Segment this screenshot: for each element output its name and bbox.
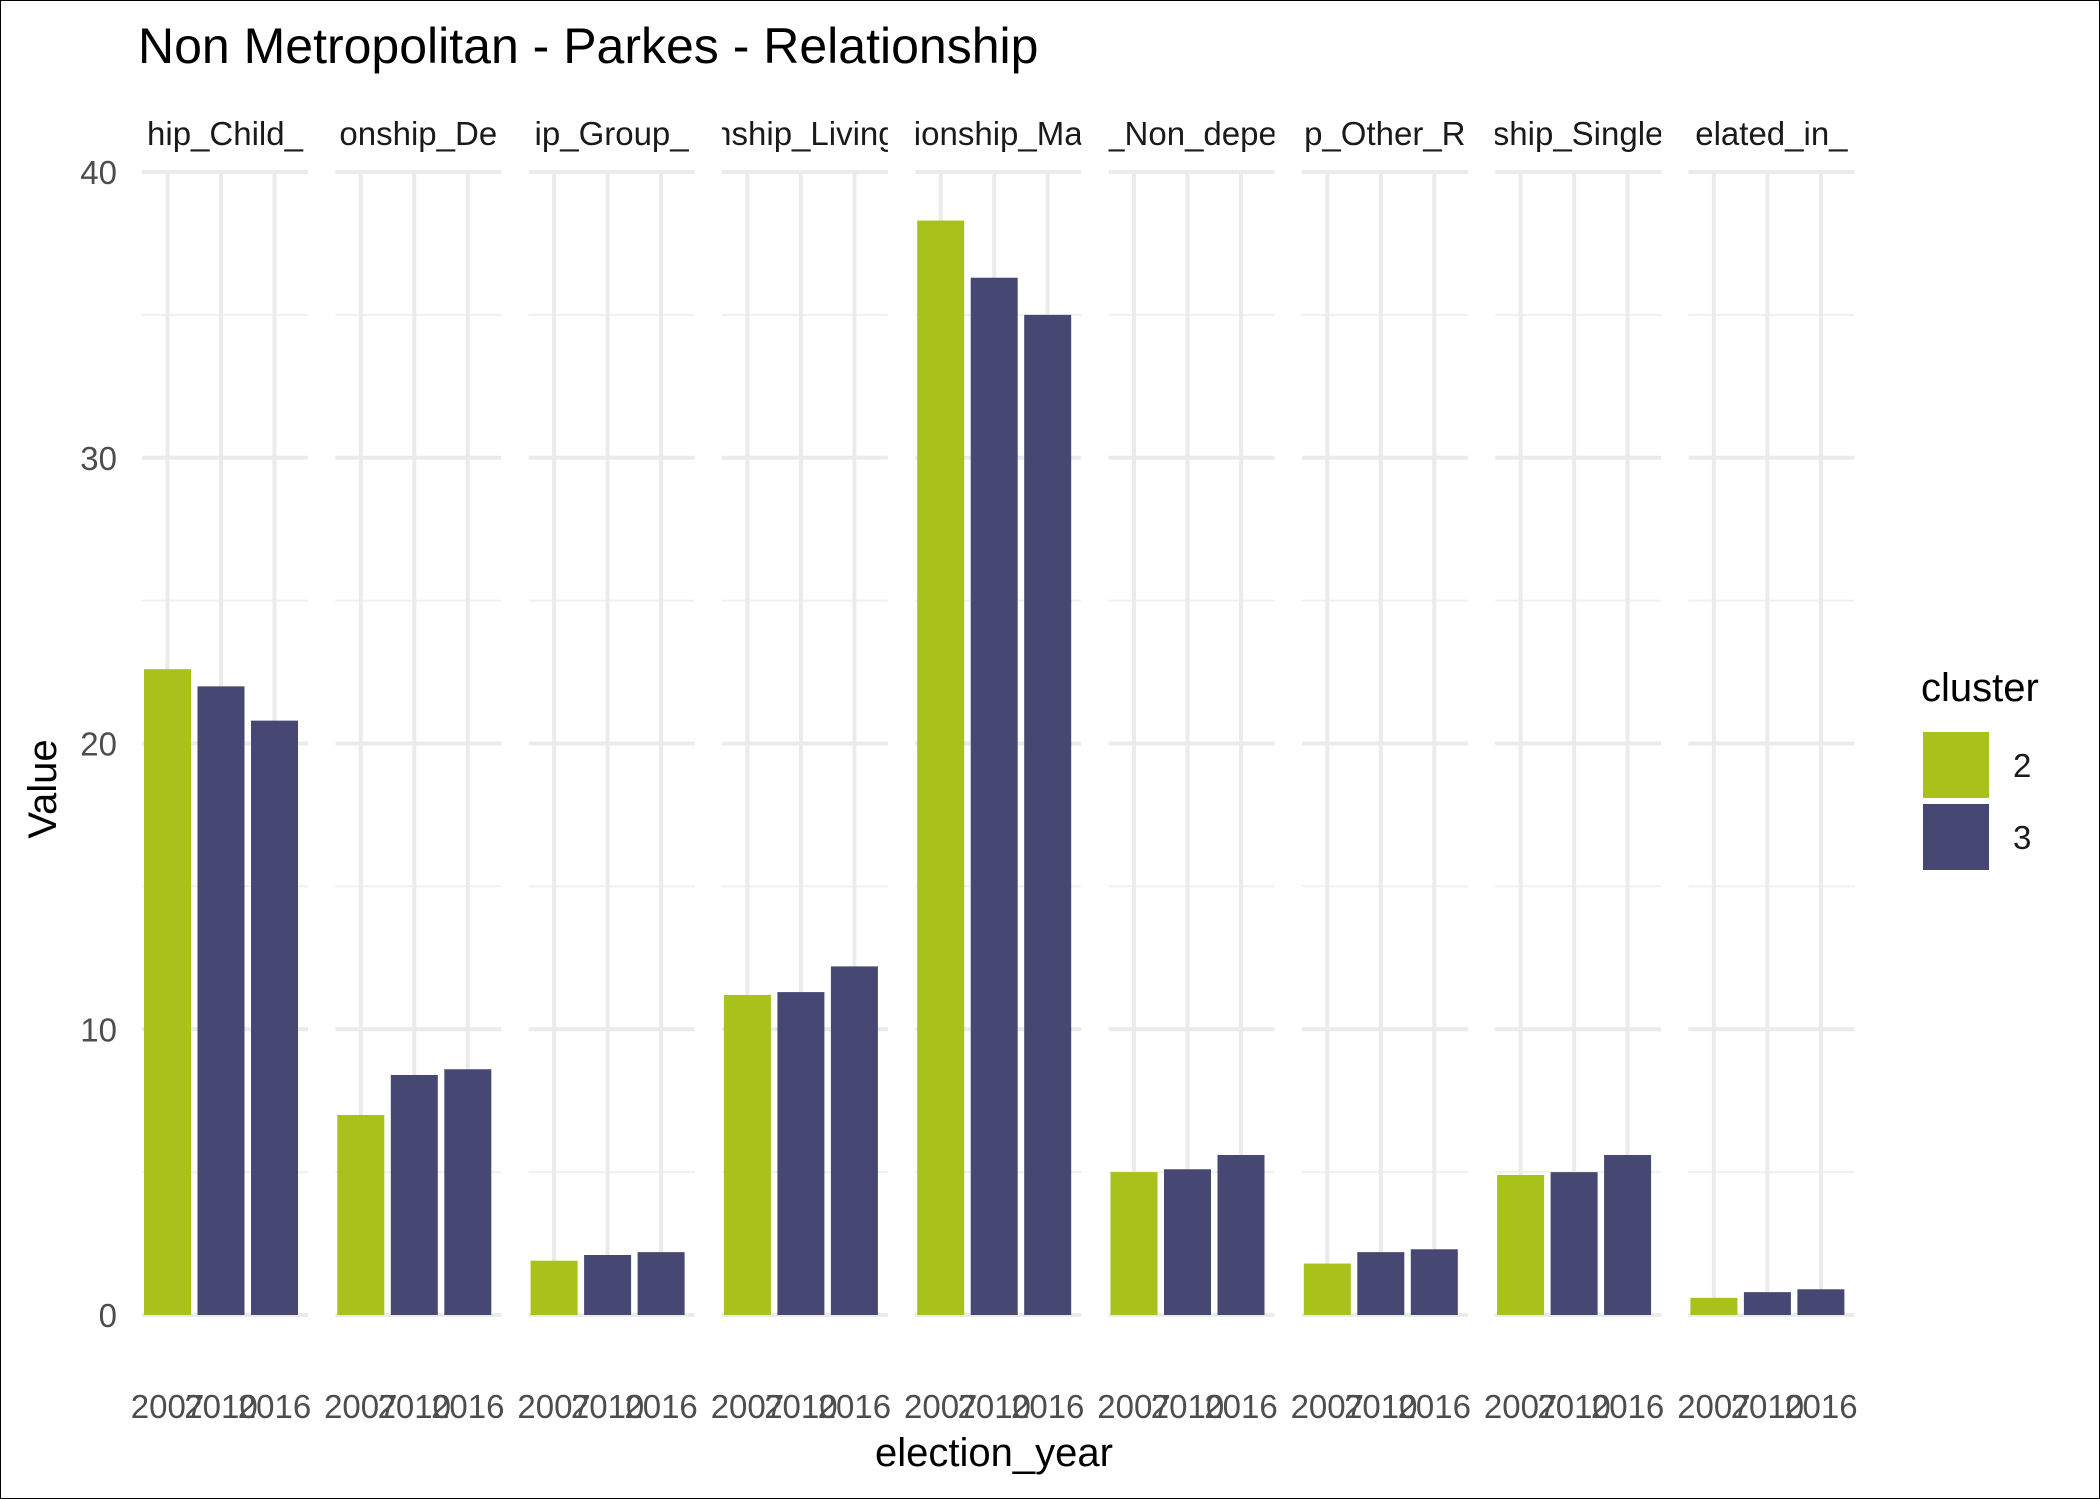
- legend-title: cluster: [1921, 666, 2039, 710]
- legend-label: 2: [2013, 747, 2031, 784]
- bar: [970, 277, 1018, 1315]
- facet-strip-label: nship_Living: [713, 115, 896, 152]
- y-tick-label: 40: [80, 154, 117, 191]
- bar: [830, 966, 878, 1315]
- x-tick-label: 2016: [1591, 1388, 1664, 1425]
- bar: [1604, 1154, 1652, 1315]
- bar: [1690, 1297, 1738, 1315]
- bar: [1743, 1292, 1791, 1315]
- x-tick-label: 2010: [957, 1388, 1030, 1425]
- x-tick-label: 2016: [1011, 1388, 1084, 1425]
- x-tick-label: 2010: [571, 1388, 644, 1425]
- facet-strip-label: ip_Group_: [535, 115, 690, 152]
- bar: [1410, 1249, 1458, 1315]
- x-tick-label: 2010: [1344, 1388, 1417, 1425]
- plot-area: 010203040hip_Child_200720102016onship_De…: [80, 115, 1857, 1425]
- x-tick-label: 2007: [1097, 1388, 1170, 1425]
- x-tick-label: 2010: [378, 1388, 451, 1425]
- bar: [1303, 1263, 1351, 1315]
- x-tick-label: 2007: [324, 1388, 397, 1425]
- x-tick-label: 2007: [1484, 1388, 1557, 1425]
- x-tick-label: 2007: [1291, 1388, 1364, 1425]
- x-tick-label: 2007: [1677, 1388, 1750, 1425]
- bar: [251, 720, 298, 1315]
- x-tick-label: 2016: [818, 1388, 891, 1425]
- bar: [1497, 1174, 1545, 1315]
- bar: [584, 1254, 632, 1315]
- x-tick-label: 2010: [764, 1388, 837, 1425]
- x-tick-label: 2010: [1151, 1388, 1224, 1425]
- x-tick-label: 2010: [1537, 1388, 1610, 1425]
- x-tick-label: 2016: [624, 1388, 697, 1425]
- bar: [144, 669, 191, 1315]
- facet-strip-label: ionship_Ma: [914, 115, 1083, 152]
- x-tick-label: 2016: [1204, 1388, 1277, 1425]
- chart-title: Non Metropolitan - Parkes - Relationship: [138, 18, 1038, 74]
- bar: [337, 1114, 385, 1315]
- y-axis-label: Value: [21, 739, 65, 838]
- x-tick-label: 2016: [431, 1388, 504, 1425]
- bar: [1797, 1289, 1845, 1315]
- x-tick-label: 2007: [711, 1388, 784, 1425]
- x-tick-label: 2016: [1784, 1388, 1857, 1425]
- x-tick-label: 2007: [131, 1388, 204, 1425]
- bar: [1024, 314, 1072, 1315]
- bar: [917, 220, 965, 1315]
- bar: [1110, 1172, 1158, 1315]
- y-tick-label: 10: [80, 1011, 117, 1048]
- bar: [1357, 1252, 1405, 1315]
- x-tick-label: 2016: [1398, 1388, 1471, 1425]
- facet-strip-label: _Non_depe: [1105, 115, 1277, 152]
- y-tick-label: 20: [80, 726, 117, 763]
- x-tick-label: 2016: [238, 1388, 311, 1425]
- legend: cluster 2 3: [1921, 666, 2039, 870]
- bar: [723, 994, 771, 1315]
- x-axis-label: election_year: [875, 1431, 1113, 1475]
- facet-strip-label: p_Other_R: [1304, 115, 1465, 152]
- facet-strip-label: elated_in_: [1695, 115, 1848, 152]
- y-tick-label: 0: [99, 1297, 117, 1334]
- x-tick-label: 2007: [517, 1388, 590, 1425]
- bar: [530, 1260, 578, 1315]
- legend-label: 3: [2013, 819, 2031, 856]
- bar: [1550, 1172, 1598, 1315]
- bar: [390, 1074, 438, 1315]
- bar: [777, 992, 825, 1315]
- bar: [637, 1252, 685, 1315]
- bar: [1164, 1169, 1211, 1315]
- bar: [444, 1069, 492, 1315]
- x-tick-label: 2007: [904, 1388, 977, 1425]
- facet-strip-label: ship_Single: [1493, 115, 1664, 152]
- y-tick-label: 30: [80, 440, 117, 477]
- legend-key: [1923, 804, 1989, 870]
- facet-strip-label: onship_De: [339, 115, 497, 152]
- facet-strip-label: hip_Child_: [147, 115, 304, 152]
- x-tick-label: 2010: [1731, 1388, 1804, 1425]
- bar: [197, 686, 245, 1315]
- x-tick-label: 2010: [184, 1388, 257, 1425]
- bar: [1217, 1154, 1265, 1315]
- legend-key: [1923, 732, 1989, 798]
